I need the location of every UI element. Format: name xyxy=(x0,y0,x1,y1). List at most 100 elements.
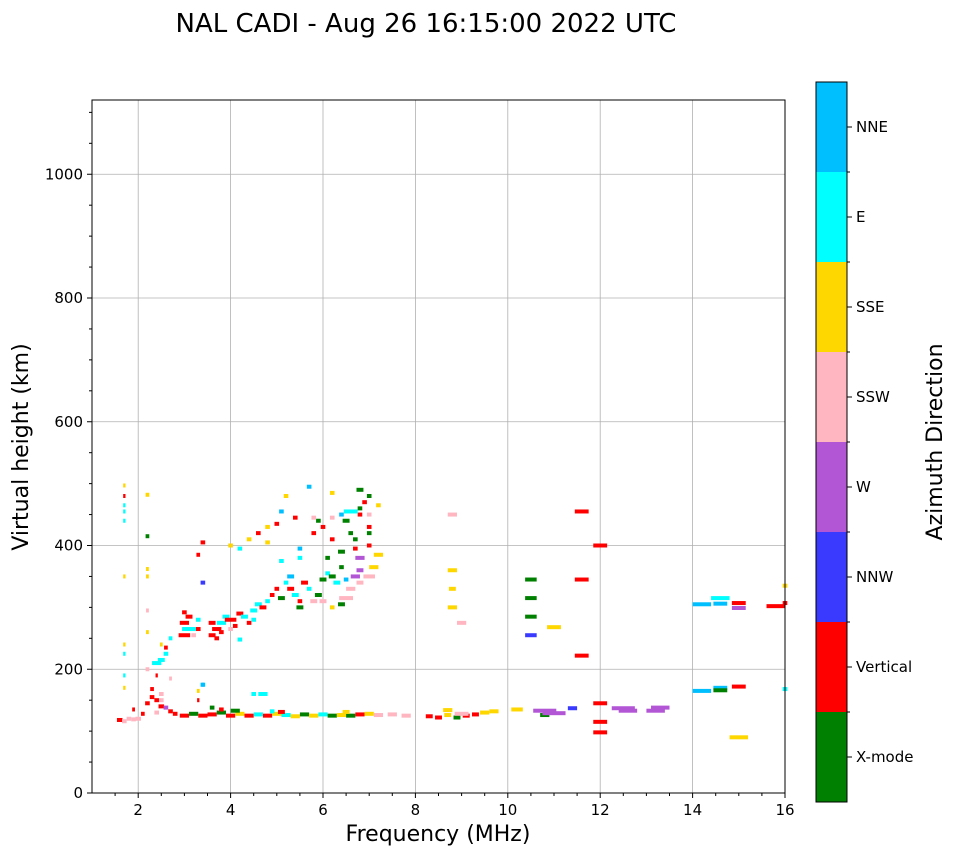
data-point xyxy=(366,531,372,536)
data-point xyxy=(376,503,381,508)
y-axis-label: Virtual height (km) xyxy=(9,343,34,550)
data-point xyxy=(319,599,327,604)
data-point xyxy=(533,708,557,713)
data-point xyxy=(292,515,298,520)
data-point xyxy=(456,620,467,625)
data-point xyxy=(235,711,245,716)
data-point xyxy=(731,684,746,689)
data-point xyxy=(251,692,257,696)
data-point xyxy=(373,713,384,718)
y-tick-label: 200 xyxy=(54,660,83,678)
data-point xyxy=(251,617,257,622)
data-point xyxy=(259,605,267,610)
data-point xyxy=(329,490,335,495)
data-point xyxy=(126,716,132,721)
data-point xyxy=(692,688,712,693)
data-point xyxy=(311,515,317,520)
data-point xyxy=(325,571,330,576)
data-point xyxy=(318,712,328,717)
data-point xyxy=(329,537,335,542)
data-point xyxy=(301,580,308,585)
x-tick-label: 4 xyxy=(226,801,236,819)
data-points xyxy=(116,483,788,740)
data-point xyxy=(146,574,149,579)
colorbar-tick-label: NNW xyxy=(856,568,893,586)
data-point xyxy=(200,580,206,585)
data-point xyxy=(277,709,285,714)
x-tick-label: 2 xyxy=(133,801,143,819)
data-point xyxy=(319,577,327,582)
data-point xyxy=(346,713,356,718)
data-point xyxy=(447,512,457,517)
y-tick-label: 800 xyxy=(54,289,83,307)
data-point xyxy=(287,574,295,579)
data-point xyxy=(363,574,375,579)
data-point xyxy=(209,705,215,710)
x-tick-label: 8 xyxy=(411,801,421,819)
data-point xyxy=(353,546,358,551)
data-point xyxy=(447,568,457,573)
data-point xyxy=(327,713,337,718)
data-point xyxy=(123,509,126,514)
data-point xyxy=(158,704,165,709)
data-point xyxy=(201,682,205,687)
data-point xyxy=(123,685,126,690)
data-point xyxy=(246,537,252,542)
data-point xyxy=(152,661,162,666)
data-point xyxy=(281,713,291,718)
data-point xyxy=(299,712,310,717)
data-point xyxy=(179,713,190,718)
data-point xyxy=(158,692,164,696)
data-point xyxy=(154,698,159,703)
data-point xyxy=(123,518,126,523)
data-point xyxy=(593,701,608,706)
data-point xyxy=(356,580,364,585)
data-point xyxy=(454,711,469,716)
data-point xyxy=(279,509,284,514)
data-point xyxy=(342,518,350,523)
data-point xyxy=(256,531,261,536)
data-point xyxy=(355,555,365,560)
data-point xyxy=(593,543,608,548)
y-tick-label: 600 xyxy=(54,413,83,431)
data-point xyxy=(132,707,135,712)
data-point xyxy=(189,711,199,716)
data-point xyxy=(163,705,169,710)
data-point xyxy=(480,710,490,715)
data-point xyxy=(123,673,126,678)
data-point xyxy=(366,494,372,498)
data-point xyxy=(333,580,341,585)
data-point xyxy=(145,534,150,539)
data-point xyxy=(369,565,379,570)
colorbar-segment xyxy=(816,622,847,712)
data-point xyxy=(219,707,224,712)
plot-frame xyxy=(91,99,786,794)
data-point xyxy=(401,713,411,718)
data-point xyxy=(731,601,746,606)
colorbar-segment xyxy=(816,172,847,262)
data-point xyxy=(244,713,254,718)
data-point xyxy=(593,730,608,735)
data-point xyxy=(329,605,335,610)
data-point xyxy=(343,577,349,582)
data-point xyxy=(146,630,149,635)
data-point xyxy=(729,735,749,740)
data-point xyxy=(443,708,453,713)
data-point xyxy=(123,651,126,656)
data-point xyxy=(157,657,165,662)
data-point xyxy=(547,625,561,630)
data-point xyxy=(182,627,196,632)
x-tick-label: 10 xyxy=(498,801,517,819)
data-point xyxy=(525,596,537,601)
data-point xyxy=(435,715,442,720)
data-point xyxy=(254,602,262,607)
data-point xyxy=(216,710,226,715)
data-point xyxy=(342,709,350,714)
data-point xyxy=(448,586,456,591)
data-point xyxy=(328,574,336,579)
colorbar-tick-label: NNE xyxy=(856,118,888,136)
data-point xyxy=(208,633,216,638)
data-point xyxy=(145,492,150,497)
data-point xyxy=(149,695,155,700)
colorbar-segment xyxy=(816,352,847,442)
